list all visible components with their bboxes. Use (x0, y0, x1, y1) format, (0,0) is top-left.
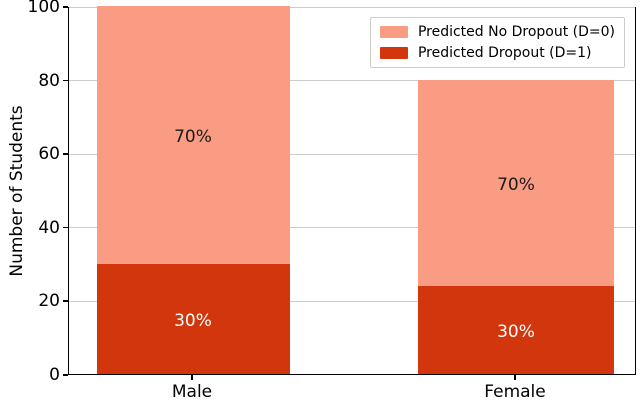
y-tick-label: 80 (38, 70, 60, 91)
x-tick-mark (514, 375, 516, 380)
x-tick-mark (191, 375, 193, 380)
gridline (69, 300, 635, 302)
bar-segment-female (418, 285, 614, 374)
legend-label-dropout: Predicted Dropout (D=1) (417, 45, 592, 61)
bar-segment-label: 70% (174, 126, 212, 147)
y-tick-mark (63, 226, 68, 229)
bar-segment-male (96, 263, 290, 374)
x-tick-label-female: Female (484, 382, 546, 402)
legend-entry-no-dropout: Predicted No Dropout (D=0) (379, 24, 615, 40)
legend-swatch-no-dropout-icon (379, 26, 408, 38)
y-tick-mark (63, 374, 68, 376)
y-tick-mark (63, 79, 68, 82)
bar-segment-label: 70% (497, 174, 535, 195)
y-tick-label: 0 (49, 365, 60, 385)
gridline (69, 6, 635, 8)
y-tick-mark (63, 300, 68, 302)
y-tick-label: 40 (38, 217, 60, 238)
x-tick-label-male: Male (171, 382, 213, 402)
y-tick-label: 20 (38, 291, 60, 312)
bar-segment-male (96, 6, 290, 264)
y-tick-label: 60 (38, 144, 60, 165)
y-tick-mark (63, 6, 68, 8)
bar-segment-female (418, 79, 614, 286)
gridline (69, 227, 635, 229)
gridline (69, 153, 635, 155)
gridline (69, 80, 635, 82)
y-tick-mark (63, 153, 68, 155)
y-tick-label: 100 (27, 0, 60, 17)
legend-label-no-dropout: Predicted No Dropout (D=0) (417, 24, 615, 40)
legend-swatch-dropout-icon (379, 47, 408, 59)
legend-entry-dropout: Predicted Dropout (D=1) (379, 45, 615, 61)
legend: Predicted No Dropout (D=0) Predicted Dro… (369, 17, 625, 68)
bar-segment-label: 30% (497, 321, 535, 342)
bar-segment-label: 30% (174, 310, 212, 331)
plot-area: Predicted No Dropout (D=0) Predicted Dro… (68, 6, 636, 375)
y-axis-title: Number of Students (7, 105, 27, 277)
